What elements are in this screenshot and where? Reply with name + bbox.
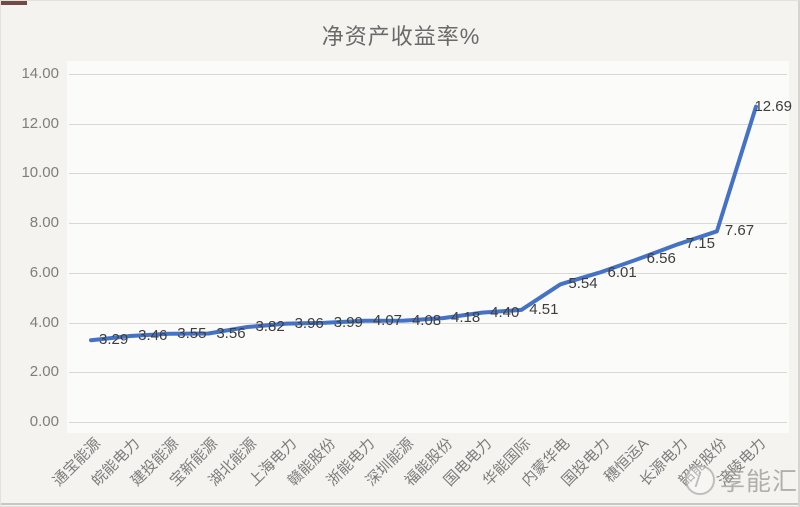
data-label: 4.08: [411, 311, 442, 329]
watermark-text: 享能汇: [720, 468, 799, 496]
gridline: [69, 422, 787, 423]
gridline: [69, 372, 787, 374]
chart-title: 净资产收益率%: [321, 24, 481, 49]
data-label: 3.46: [138, 326, 168, 344]
gridline: [69, 272, 787, 274]
y-tick-label: 4.00: [29, 313, 59, 331]
data-label: 5.54: [568, 275, 598, 293]
watermark-logo-icon: [685, 465, 715, 495]
data-label: 4.40: [490, 303, 520, 321]
data-label: 3.29: [99, 331, 129, 349]
screenshot-edge-artifact: [1, 1, 27, 5]
data-label: 3.82: [255, 318, 285, 336]
data-label: 7.15: [685, 235, 715, 253]
data-label: 4.51: [529, 300, 559, 318]
y-tick-label: 10.00: [21, 164, 59, 182]
data-label: 3.56: [216, 324, 246, 342]
y-tick-label: 8.00: [29, 214, 59, 232]
y-tick-label: 12.00: [21, 114, 59, 132]
screenshot-bottom-edge: [1, 503, 798, 505]
y-tick-label: 14.00: [21, 65, 59, 82]
y-tick-label: 2.00: [29, 363, 59, 381]
data-label: 4.18: [451, 309, 481, 327]
y-tick-label: 0.00: [29, 413, 59, 430]
data-label: 6.01: [607, 263, 637, 281]
data-label: 3.55: [177, 324, 207, 342]
data-label: 12.69: [754, 97, 792, 115]
gridline: [69, 322, 787, 324]
data-label: 3.99: [333, 313, 363, 331]
series-line: [89, 104, 758, 343]
data-label: 7.67: [724, 222, 755, 240]
watermark: 享能汇: [685, 459, 799, 501]
data-label: 6.56: [646, 249, 676, 267]
data-label: 3.96: [294, 314, 324, 332]
y-tick-label: 6.00: [29, 263, 59, 281]
gridline: [69, 173, 787, 175]
gridline: [69, 123, 787, 125]
data-label: 4.07: [372, 311, 403, 329]
gridline: [69, 223, 787, 225]
gridline: [69, 74, 787, 75]
